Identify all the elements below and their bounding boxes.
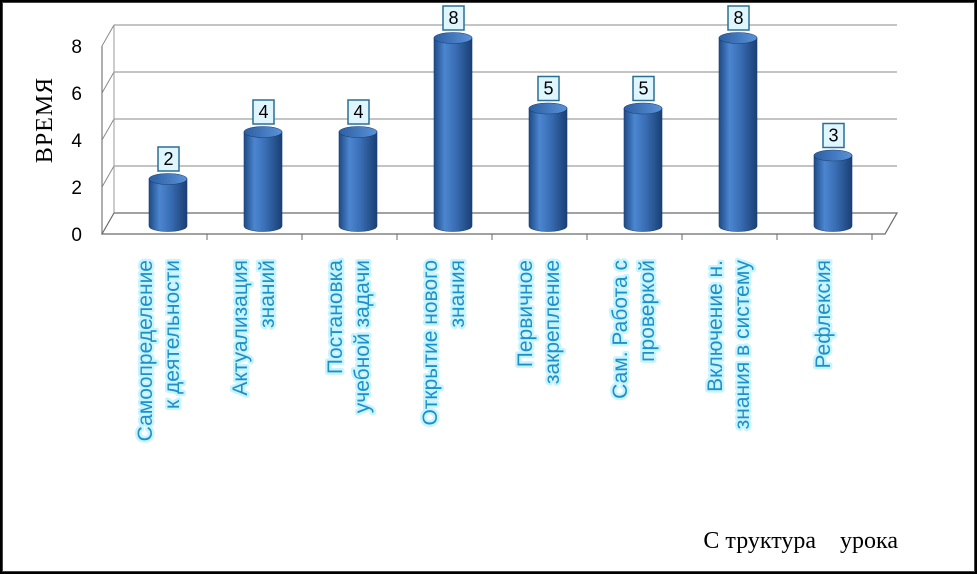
x-category-label: Включение н. знания в систему xyxy=(704,260,754,430)
y-tick-label: 8 xyxy=(71,37,82,58)
x-category-label: Актуализация знаний xyxy=(229,260,279,396)
data-label: 4 xyxy=(353,102,363,122)
data-label: 2 xyxy=(163,149,173,169)
data-label: 8 xyxy=(448,8,458,28)
bar xyxy=(528,102,568,232)
y-tick-label: 0 xyxy=(71,225,82,246)
gridline xyxy=(101,24,897,47)
y-tick-label: 4 xyxy=(71,131,82,152)
gridline xyxy=(101,118,897,141)
y-axis-title: ВРЕМЯ xyxy=(32,77,58,163)
data-label-box xyxy=(632,75,655,102)
data-label: 3 xyxy=(828,126,838,146)
bar xyxy=(338,126,378,232)
data-label-box xyxy=(157,146,180,172)
x-category-label: Открытие нового знания xyxy=(419,260,469,426)
data-label: 8 xyxy=(733,8,743,28)
x-category-label: Рефлексия xyxy=(812,260,835,369)
data-label-box xyxy=(252,99,275,125)
x-category-label: Самоопределение к деятельности xyxy=(134,260,184,441)
data-label-box xyxy=(442,5,465,31)
x-axis-title: С труктура урока xyxy=(703,528,898,554)
data-label: 5 xyxy=(543,79,553,99)
floor-outline xyxy=(100,212,899,235)
bar xyxy=(813,149,853,232)
y-tick-label: 2 xyxy=(71,178,82,199)
data-label-box xyxy=(537,75,560,102)
data-label: 4 xyxy=(258,102,268,122)
bar xyxy=(433,32,473,232)
y-tick-label: 6 xyxy=(71,84,82,105)
bar xyxy=(718,32,758,232)
bar xyxy=(148,173,188,232)
x-category-label: Постановка учебной задачи xyxy=(324,260,374,414)
gridline xyxy=(101,71,897,94)
bar xyxy=(623,102,663,232)
data-label-box xyxy=(822,122,845,149)
data-label-box xyxy=(727,5,750,31)
data-label: 5 xyxy=(638,79,648,99)
bar xyxy=(243,126,283,232)
gridline xyxy=(101,165,897,188)
x-category-label: Сам. Работа с проверкой xyxy=(609,260,659,399)
data-label-box xyxy=(347,99,370,125)
x-category-label: Первичное закрепление xyxy=(514,260,564,384)
